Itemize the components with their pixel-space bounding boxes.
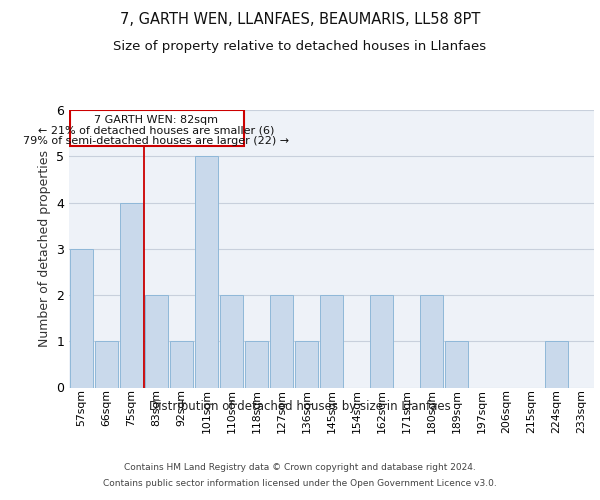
Bar xyxy=(295,341,319,388)
Bar xyxy=(194,156,218,388)
Y-axis label: Number of detached properties: Number of detached properties xyxy=(38,150,50,347)
Bar xyxy=(269,295,293,388)
Text: 7, GARTH WEN, LLANFAES, BEAUMARIS, LL58 8PT: 7, GARTH WEN, LLANFAES, BEAUMARIS, LL58 … xyxy=(120,12,480,28)
Bar xyxy=(220,295,244,388)
Bar xyxy=(70,110,244,146)
Bar xyxy=(545,341,568,388)
Text: ← 21% of detached houses are smaller (6): ← 21% of detached houses are smaller (6) xyxy=(38,126,275,136)
Text: Contains HM Land Registry data © Crown copyright and database right 2024.: Contains HM Land Registry data © Crown c… xyxy=(124,462,476,471)
Bar xyxy=(419,295,443,388)
Bar xyxy=(245,341,268,388)
Bar xyxy=(445,341,469,388)
Bar xyxy=(95,341,118,388)
Text: Contains public sector information licensed under the Open Government Licence v3: Contains public sector information licen… xyxy=(103,478,497,488)
Bar xyxy=(320,295,343,388)
Text: 79% of semi-detached houses are larger (22) →: 79% of semi-detached houses are larger (… xyxy=(23,136,290,146)
Bar xyxy=(145,295,169,388)
Bar xyxy=(370,295,394,388)
Text: 7 GARTH WEN: 82sqm: 7 GARTH WEN: 82sqm xyxy=(95,115,218,125)
Bar xyxy=(119,202,143,388)
Text: Distribution of detached houses by size in Llanfaes: Distribution of detached houses by size … xyxy=(149,400,451,413)
Text: Size of property relative to detached houses in Llanfaes: Size of property relative to detached ho… xyxy=(113,40,487,53)
Bar xyxy=(170,341,193,388)
Bar xyxy=(70,248,94,388)
